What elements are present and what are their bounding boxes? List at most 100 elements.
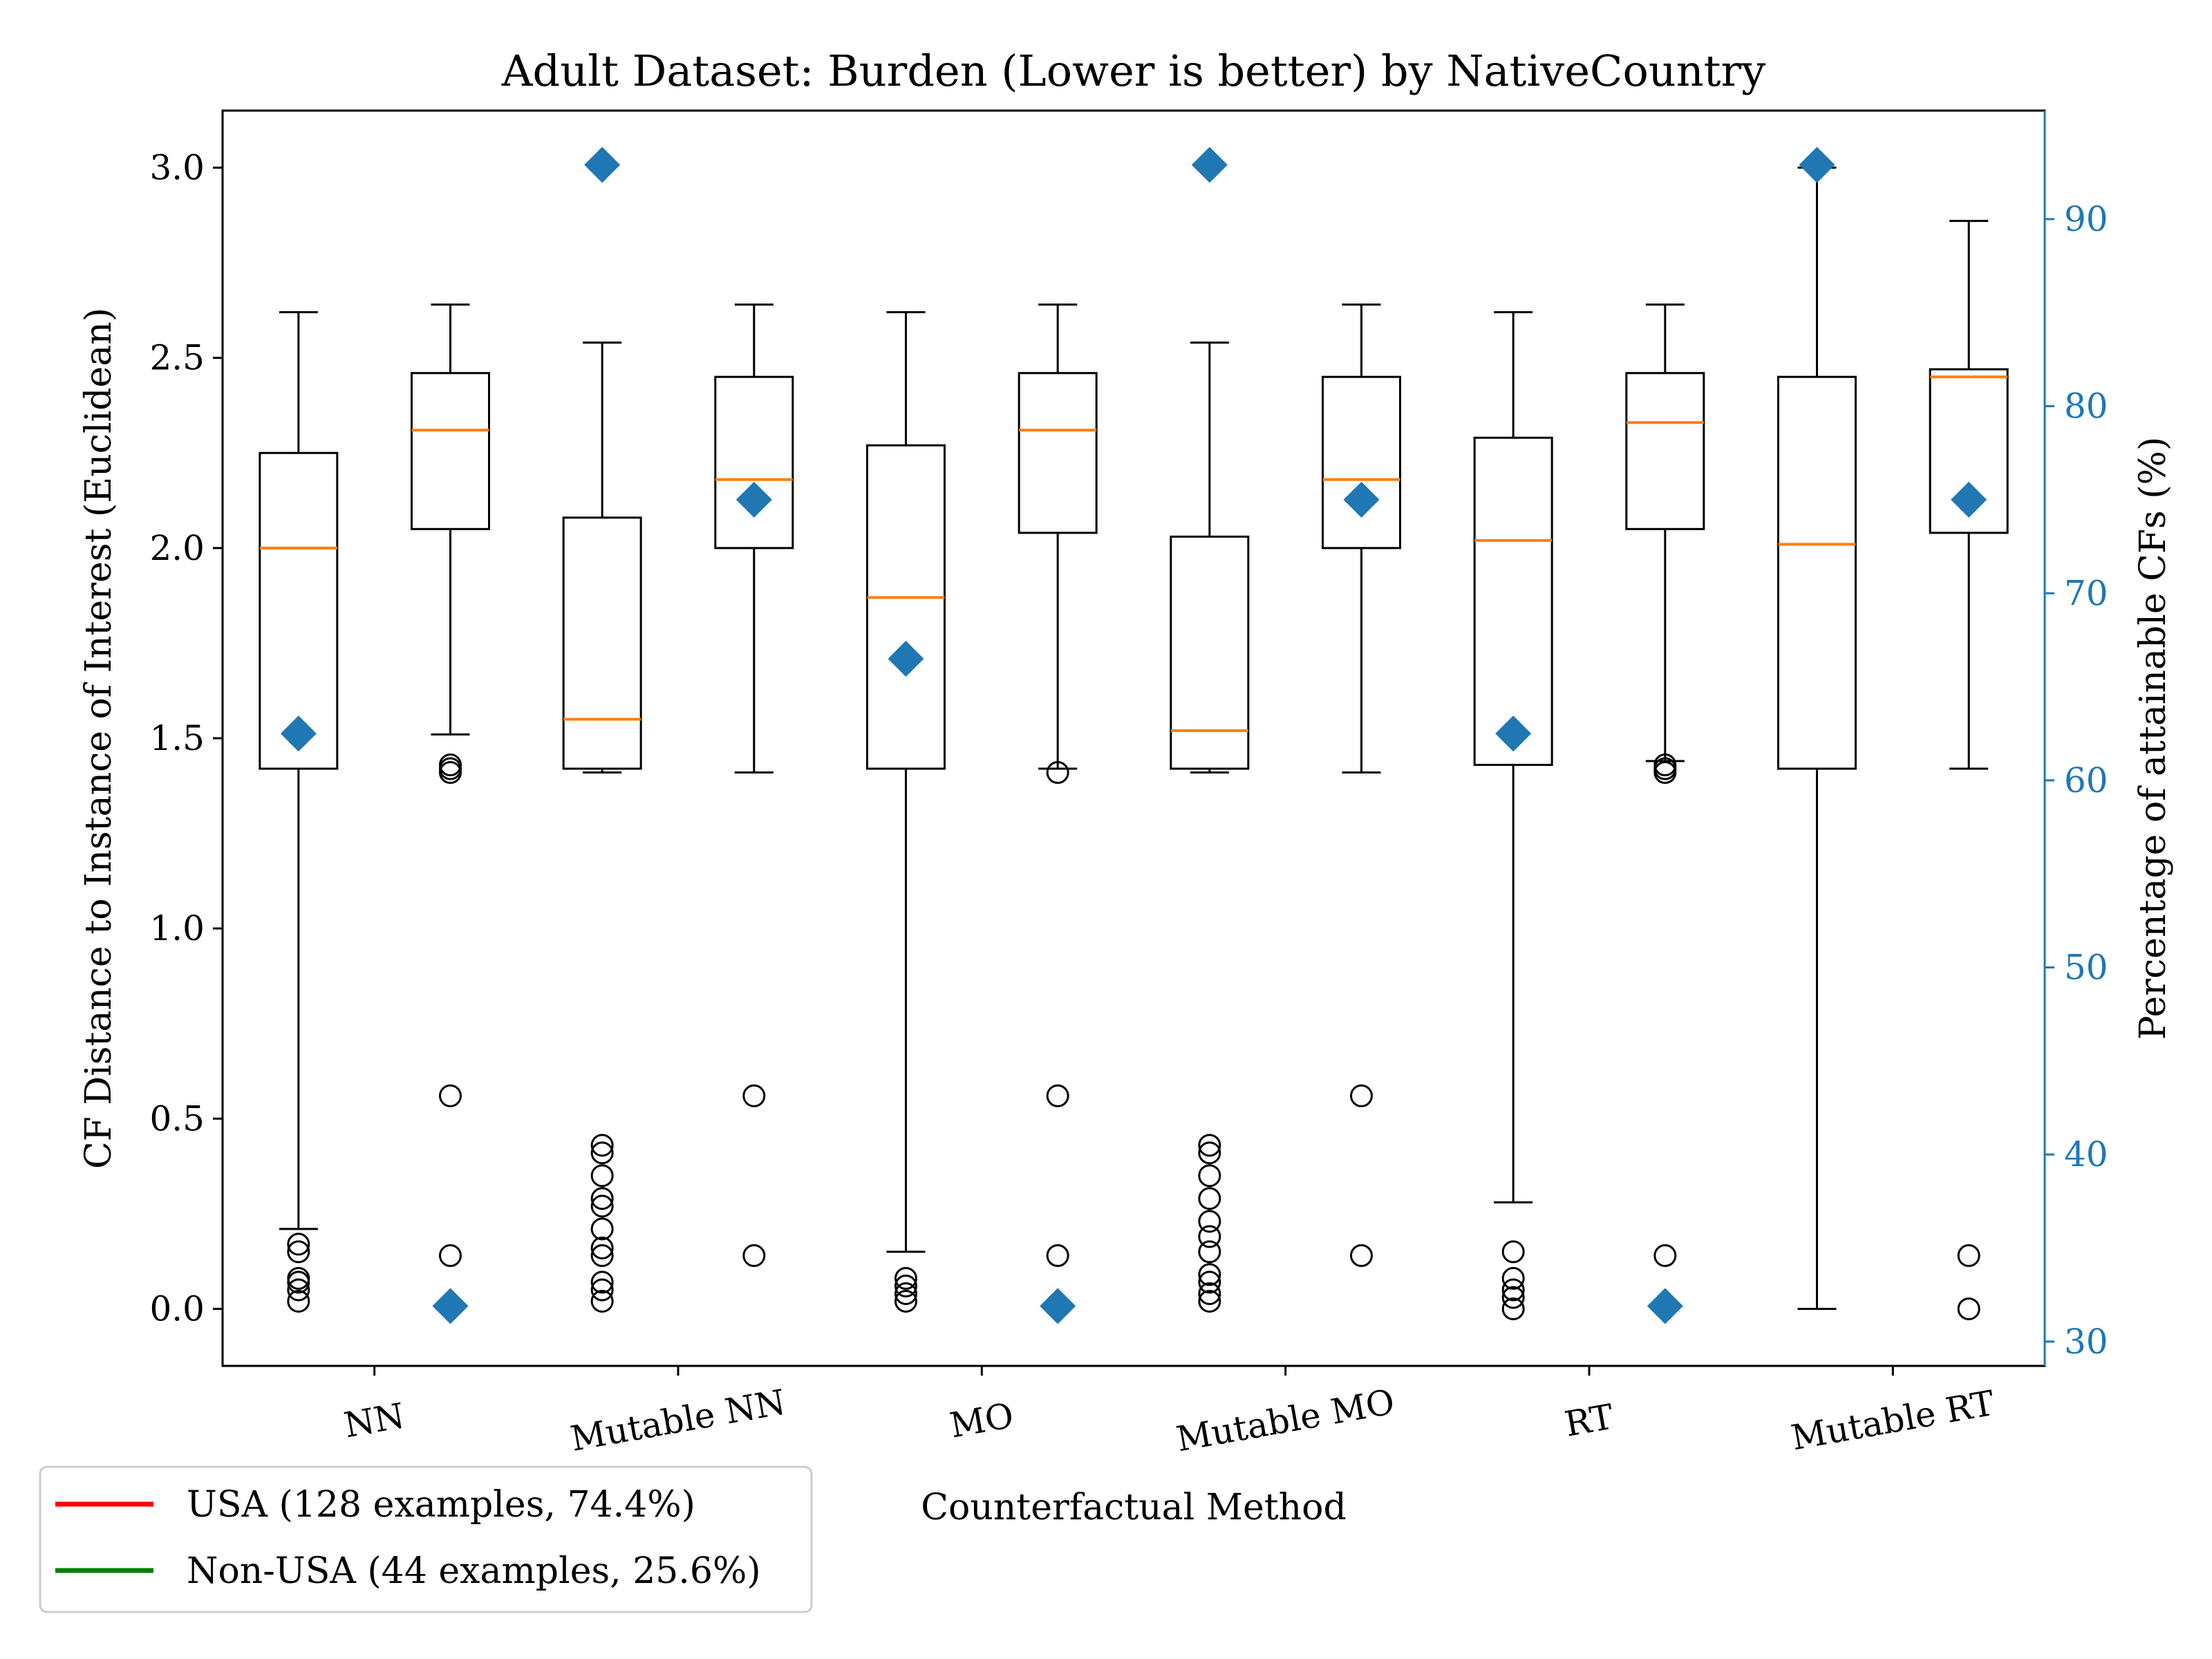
y-axis-title: CF Distance to Instance of Interest (Euc…: [78, 308, 120, 1169]
outlier-point: [590, 1289, 614, 1313]
outlier-point: [1501, 1240, 1525, 1264]
outlier-point: [590, 1164, 614, 1188]
outlier-point: [1653, 753, 1677, 777]
outlier-point: [1501, 1278, 1525, 1302]
box-iqr: [1322, 375, 1401, 550]
outlier-point: [590, 1278, 614, 1302]
box-group: [259, 311, 339, 1313]
outlier-point: [1198, 1271, 1221, 1294]
percent-attainable-marker: [888, 640, 924, 677]
x-axis: NN Mutable NN MO Mutable MO RT Mutable RT: [341, 1366, 1997, 1459]
outlier-point: [590, 1217, 614, 1241]
outlier-point: [1501, 1297, 1525, 1320]
y-right-tick-label: 40: [2064, 1134, 2108, 1174]
box-iqr: [1625, 372, 1705, 530]
plot-frame: [221, 109, 2046, 1367]
y-tick-label: 3.0: [149, 148, 205, 188]
outlier-point: [894, 1289, 917, 1313]
box-group: [1018, 303, 1098, 1324]
outlier-point: [1198, 1289, 1221, 1313]
box-iqr: [1777, 375, 1857, 770]
box-group: [714, 303, 794, 1267]
outlier-point: [439, 753, 462, 777]
box-group: [1170, 147, 1250, 1313]
y-tick-label: 1.0: [149, 908, 205, 948]
outlier-point: [1350, 1244, 1373, 1267]
outlier-point: [1653, 1244, 1677, 1267]
legend-label-non-usa: Non-USA (44 examples, 25.6%): [187, 1550, 761, 1592]
x-axis-title: Counterfactual Method: [921, 1487, 1347, 1528]
outlier-point: [590, 1141, 614, 1165]
box-group: [1473, 311, 1553, 1320]
outlier-point: [1501, 1286, 1525, 1309]
y-axis-left: 0.0 0.5 1.0 1.5 2.0 2.5 3.0: [149, 148, 223, 1329]
percent-attainable-marker: [1951, 481, 1987, 518]
x-tick-label: Mutable MO: [1173, 1382, 1397, 1460]
box-iqr: [866, 444, 946, 770]
y-tick-label: 2.5: [149, 338, 205, 378]
box-iqr: [1473, 436, 1553, 767]
plot-area: [259, 147, 2009, 1324]
x-tick-label: NN: [341, 1396, 407, 1445]
y-right-tick-label: 90: [2064, 199, 2108, 239]
outlier-point: [287, 1278, 310, 1302]
percent-attainable-marker: [1191, 147, 1228, 183]
percent-attainable-marker: [735, 481, 772, 518]
box-group: [1929, 220, 2009, 1320]
percent-attainable-marker: [432, 1288, 469, 1324]
percent-attainable-marker: [280, 715, 317, 752]
y-right-tick-label: 60: [2064, 760, 2108, 800]
legend: USA (128 examples, 74.4%) Non-USA (44 ex…: [39, 1465, 813, 1613]
x-tick-label: Mutable NN: [568, 1382, 789, 1459]
percent-attainable-marker: [1495, 715, 1532, 752]
box-iqr: [1929, 368, 2009, 534]
box-group: [411, 303, 490, 1324]
legend-frame: [39, 1465, 813, 1613]
outlier-point: [1350, 1084, 1373, 1107]
outlier-point: [287, 1289, 310, 1313]
outlier-point: [590, 1244, 614, 1267]
outlier-point: [590, 1134, 614, 1157]
outlier-point: [287, 1266, 310, 1290]
box-iqr: [562, 516, 642, 770]
outlier-point: [742, 1084, 766, 1107]
chart-title: Adult Dataset: Burden (Lower is better) …: [501, 46, 1765, 96]
outlier-point: [1957, 1244, 1980, 1267]
outlier-point: [1046, 761, 1069, 785]
outlier-point: [1198, 1141, 1221, 1165]
outlier-point: [1198, 1240, 1221, 1264]
x-tick-label: RT: [1562, 1396, 1616, 1444]
outlier-point: [894, 1266, 917, 1290]
outlier-point: [894, 1274, 917, 1297]
box-group: [1322, 303, 1401, 1267]
y-tick-label: 0.5: [149, 1098, 205, 1138]
outlier-point: [1198, 1263, 1221, 1286]
percent-attainable-marker: [1040, 1288, 1076, 1324]
outlier-point: [590, 1236, 614, 1259]
outlier-point: [1198, 1134, 1221, 1157]
box-group: [1777, 147, 1857, 1310]
outlier-point: [1198, 1187, 1221, 1210]
outlier-point: [287, 1240, 310, 1264]
outlier-point: [1957, 1297, 1980, 1320]
y-tick-label: 0.0: [149, 1288, 205, 1329]
percent-attainable-marker: [584, 147, 621, 183]
box-iqr: [714, 375, 794, 550]
y-right-tick-label: 30: [2064, 1322, 2108, 1362]
percent-attainable-marker: [1647, 1288, 1683, 1324]
percent-attainable-marker: [1343, 481, 1380, 518]
outlier-point: [439, 1084, 462, 1107]
outlier-point: [590, 1271, 614, 1294]
y-tick-label: 1.5: [149, 718, 205, 758]
box-iqr: [411, 372, 490, 530]
box-group: [1625, 303, 1705, 1324]
y-right-tick-label: 80: [2064, 386, 2108, 427]
outlier-point: [1198, 1210, 1221, 1233]
outlier-point: [1198, 1282, 1221, 1305]
outlier-point: [1501, 1266, 1525, 1290]
outlier-point: [1046, 1084, 1069, 1107]
x-tick-label: Mutable RT: [1788, 1383, 1997, 1459]
y-tick-label: 2.0: [149, 528, 205, 568]
box-group: [866, 311, 946, 1313]
outlier-point: [1046, 1244, 1069, 1267]
